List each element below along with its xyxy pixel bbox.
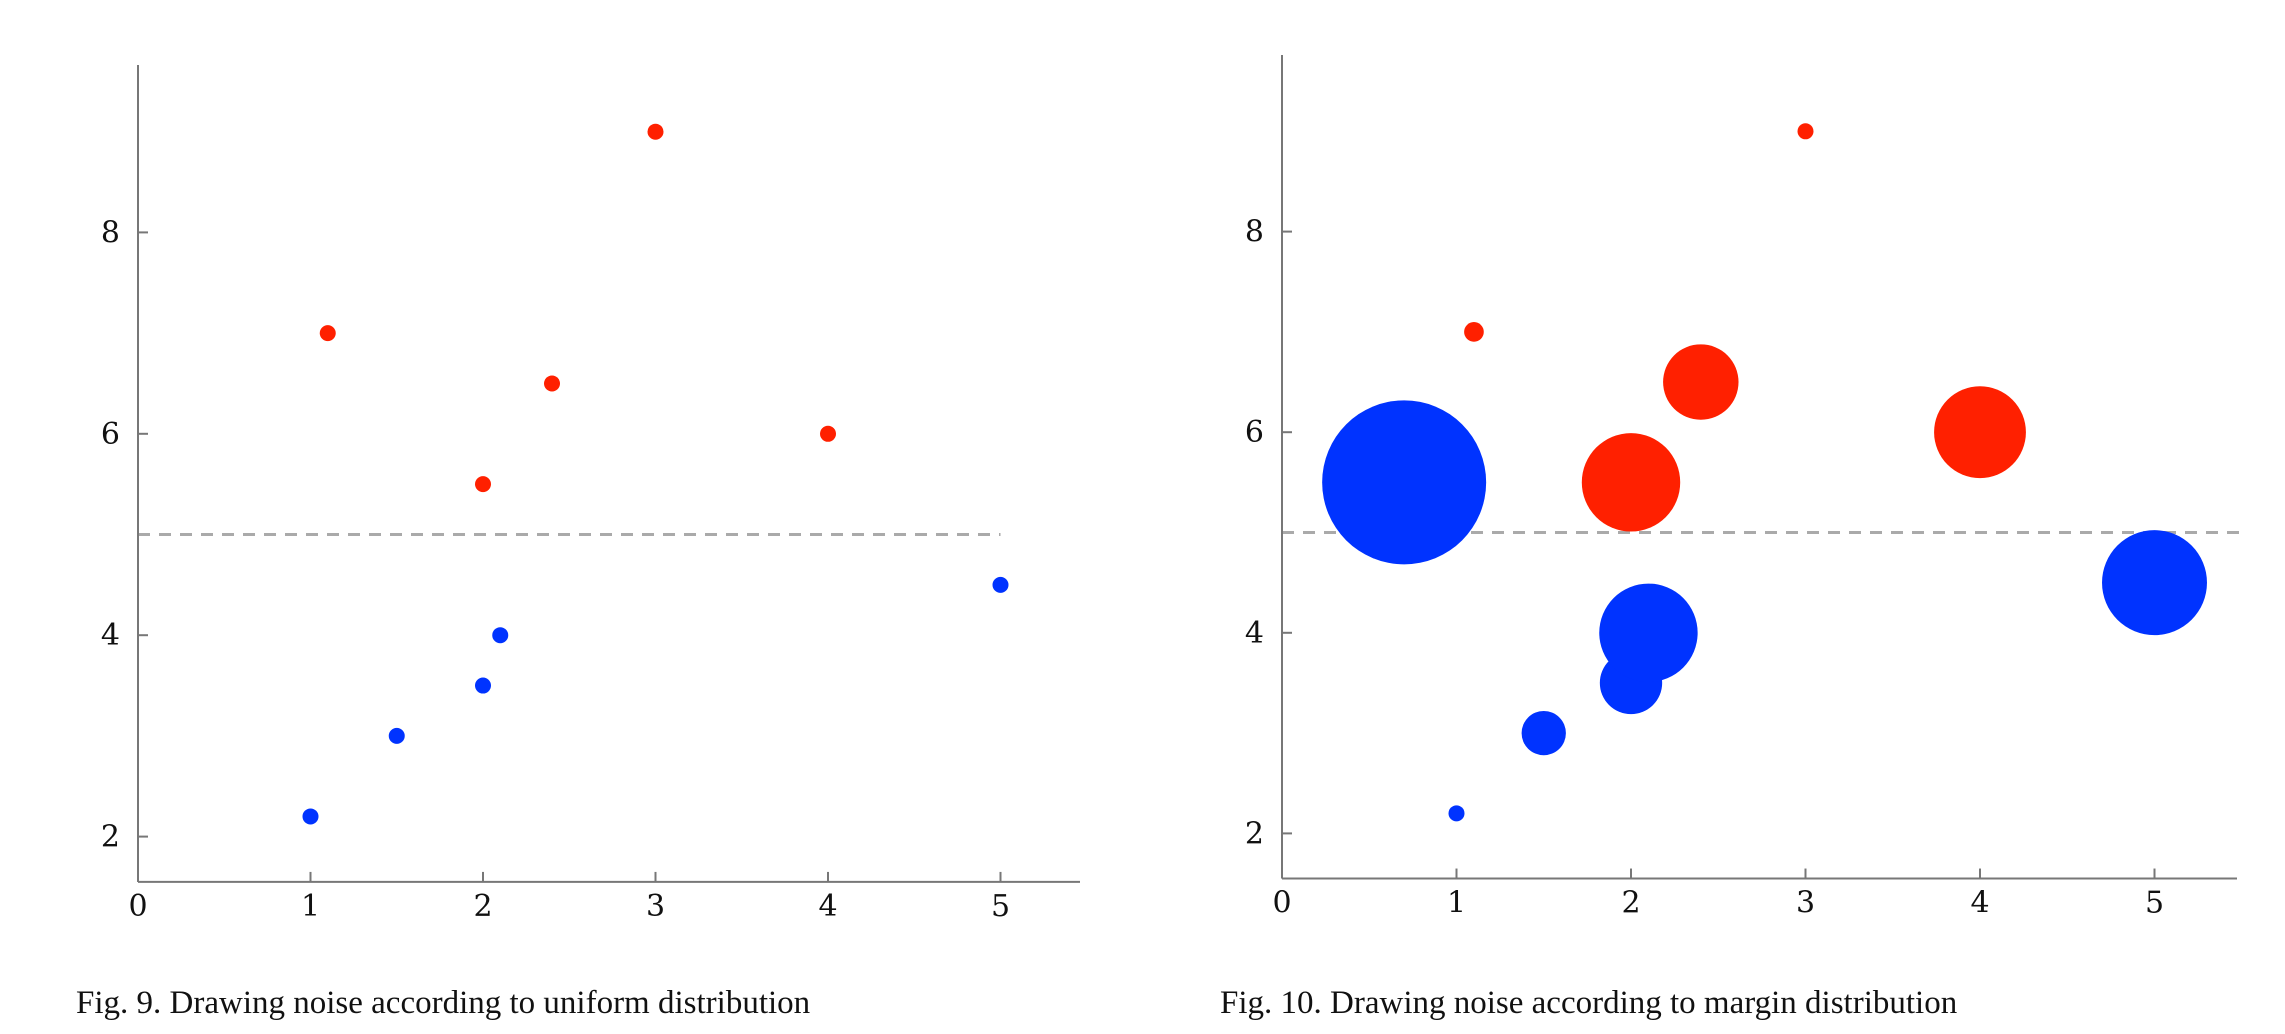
blue-point xyxy=(475,677,491,694)
y-tick-label: 8 xyxy=(101,215,120,250)
blue-point xyxy=(388,727,405,744)
blue-point xyxy=(1322,400,1487,565)
red-point xyxy=(647,123,664,140)
x-tick-label: 4 xyxy=(1970,886,1989,921)
x-tick-label: 2 xyxy=(473,889,492,924)
red-point xyxy=(1934,386,2026,479)
y-tick-label: 2 xyxy=(101,820,120,855)
x-tick-label: 4 xyxy=(818,889,837,924)
red-point xyxy=(820,425,836,442)
blue-point xyxy=(302,808,319,825)
x-tick-label: 5 xyxy=(991,889,1010,924)
blue-point xyxy=(992,576,1009,593)
y-tick-label: 2 xyxy=(1245,816,1264,851)
y-tick-label: 4 xyxy=(1245,616,1264,651)
x-tick-label: 1 xyxy=(301,889,320,924)
y-tick-label: 8 xyxy=(1245,215,1264,250)
blue-point xyxy=(1521,710,1566,756)
x-tick-label: 5 xyxy=(2145,886,2164,921)
red-point xyxy=(1797,123,1814,140)
y-tick-label: 6 xyxy=(101,417,120,452)
x-tick-label: 3 xyxy=(1796,886,1815,921)
figure-9: 0 1 2 3 4 5 2 4 6 8 Fig. 9. Drawing noise accordi… xyxy=(0,0,1142,1034)
red-point xyxy=(1581,433,1681,532)
caption-fig-10: Fig. 10. Drawing noise according to marg… xyxy=(1220,985,1958,1021)
blue-point xyxy=(1599,583,1698,682)
red-point xyxy=(1464,322,1484,342)
blue-point xyxy=(2102,530,2207,636)
blue-point xyxy=(1448,805,1465,822)
figure-10: 0 1 2 3 4 5 2 4 6 8 Fig. 10. Drawing noise accord… xyxy=(1142,0,2285,1034)
chart-uniform-noise: 0 1 2 3 4 5 2 4 6 8 xyxy=(101,65,1080,924)
red-point xyxy=(1663,344,1739,420)
x-tick-label: 0 xyxy=(128,889,147,924)
chart-margin-noise: 0 1 2 3 4 5 2 4 6 8 xyxy=(1245,55,2242,921)
red-point xyxy=(544,375,560,392)
blue-point xyxy=(492,627,509,644)
caption-fig-9: Fig. 9. Drawing noise according to unifo… xyxy=(76,985,811,1021)
x-tick-label: 3 xyxy=(646,889,665,924)
x-tick-label: 1 xyxy=(1447,886,1466,921)
x-tick-label: 0 xyxy=(1272,886,1291,921)
y-tick-label: 4 xyxy=(101,618,120,653)
red-point xyxy=(319,325,336,342)
x-tick-label: 2 xyxy=(1621,886,1640,921)
red-point xyxy=(475,476,491,493)
y-tick-label: 6 xyxy=(1245,415,1264,450)
